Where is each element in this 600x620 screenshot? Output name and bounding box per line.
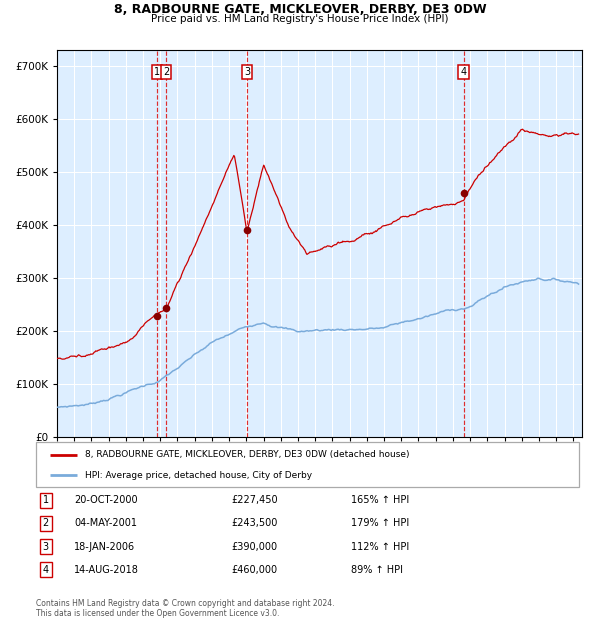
Text: £390,000: £390,000 bbox=[232, 541, 278, 552]
Text: 4: 4 bbox=[43, 565, 49, 575]
Text: 179% ↑ HPI: 179% ↑ HPI bbox=[351, 518, 409, 528]
Text: 8, RADBOURNE GATE, MICKLEOVER, DERBY, DE3 0DW (detached house): 8, RADBOURNE GATE, MICKLEOVER, DERBY, DE… bbox=[85, 450, 409, 459]
Text: 89% ↑ HPI: 89% ↑ HPI bbox=[351, 565, 403, 575]
Text: 2: 2 bbox=[163, 67, 169, 77]
Text: 165% ↑ HPI: 165% ↑ HPI bbox=[351, 495, 409, 505]
Text: 1: 1 bbox=[154, 67, 160, 77]
Text: 20-OCT-2000: 20-OCT-2000 bbox=[74, 495, 137, 505]
Text: 3: 3 bbox=[43, 541, 49, 552]
Text: 04-MAY-2001: 04-MAY-2001 bbox=[74, 518, 137, 528]
Text: 1: 1 bbox=[43, 495, 49, 505]
Text: 112% ↑ HPI: 112% ↑ HPI bbox=[351, 541, 409, 552]
Text: £460,000: £460,000 bbox=[232, 565, 278, 575]
Text: 2: 2 bbox=[43, 518, 49, 528]
Text: £227,450: £227,450 bbox=[232, 495, 278, 505]
Text: 3: 3 bbox=[244, 67, 250, 77]
Text: This data is licensed under the Open Government Licence v3.0.: This data is licensed under the Open Gov… bbox=[36, 609, 280, 618]
FancyBboxPatch shape bbox=[36, 442, 579, 487]
Text: 14-AUG-2018: 14-AUG-2018 bbox=[74, 565, 139, 575]
Text: HPI: Average price, detached house, City of Derby: HPI: Average price, detached house, City… bbox=[85, 471, 312, 480]
Text: 4: 4 bbox=[461, 67, 467, 77]
Text: Contains HM Land Registry data © Crown copyright and database right 2024.: Contains HM Land Registry data © Crown c… bbox=[36, 599, 335, 608]
Text: Price paid vs. HM Land Registry's House Price Index (HPI): Price paid vs. HM Land Registry's House … bbox=[151, 14, 449, 24]
Text: £243,500: £243,500 bbox=[232, 518, 278, 528]
Text: 8, RADBOURNE GATE, MICKLEOVER, DERBY, DE3 0DW: 8, RADBOURNE GATE, MICKLEOVER, DERBY, DE… bbox=[113, 3, 487, 16]
Text: 18-JAN-2006: 18-JAN-2006 bbox=[74, 541, 135, 552]
